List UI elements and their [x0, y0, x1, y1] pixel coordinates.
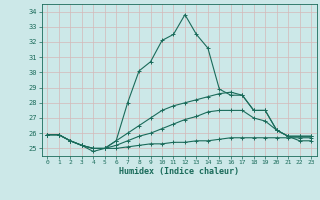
X-axis label: Humidex (Indice chaleur): Humidex (Indice chaleur) [119, 167, 239, 176]
